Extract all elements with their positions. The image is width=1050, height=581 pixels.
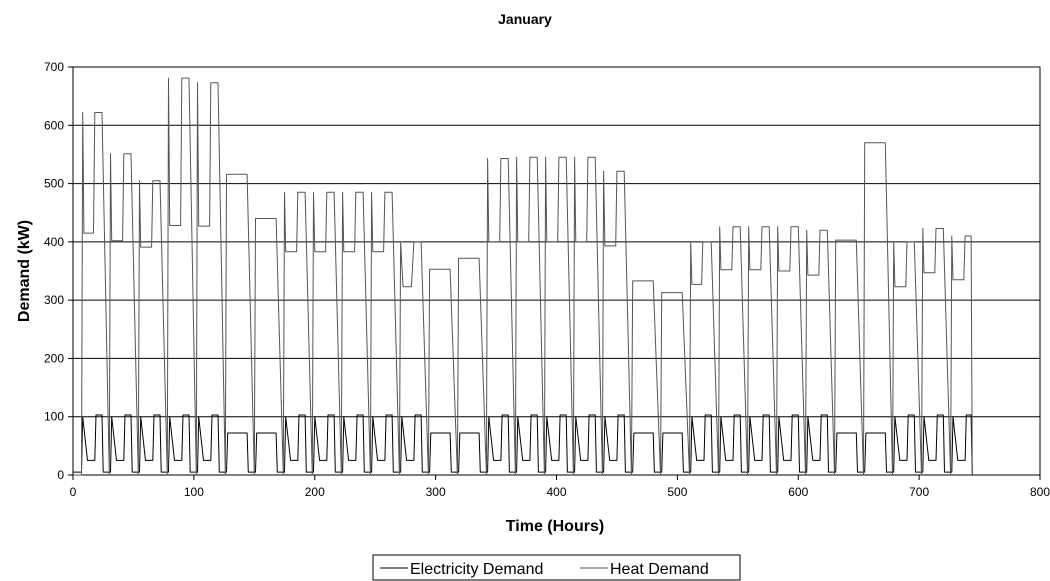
y-tick-label: 500 (44, 177, 64, 191)
y-tick-label: 700 (44, 60, 64, 74)
y-tick-label: 300 (44, 293, 64, 307)
heat-demand-line (73, 77, 973, 476)
x-tick-label: 700 (909, 485, 929, 499)
legend-label-electricity: Electricity Demand (410, 561, 543, 578)
x-tick-label: 500 (667, 485, 687, 499)
x-tick-label: 600 (788, 485, 808, 499)
x-tick-label: 400 (546, 485, 566, 499)
legend: Electricity Demand Heat Demand (372, 554, 741, 581)
y-tick-label: 0 (57, 468, 64, 482)
y-axis-ticks: 0 100 200 300 400 500 600 700 (44, 60, 73, 482)
gridlines (73, 124, 1040, 418)
series-lines (73, 77, 973, 476)
electricity-demand-line (73, 414, 973, 476)
x-tick-label: 0 (70, 485, 77, 499)
x-tick-label: 800 (1030, 485, 1050, 499)
legend-label-heat: Heat Demand (610, 561, 709, 578)
chart-title: January (498, 11, 552, 27)
x-tick-label: 300 (426, 485, 446, 499)
x-axis-label: Time (Hours) (506, 518, 604, 535)
y-tick-label: 100 (44, 410, 64, 424)
x-tick-label: 100 (184, 485, 204, 499)
y-tick-label: 200 (44, 351, 64, 365)
y-tick-label: 600 (44, 118, 64, 132)
y-tick-label: 400 (44, 235, 64, 249)
legend-box (372, 554, 741, 581)
x-axis-ticks: 0 100 200 300 400 500 600 700 800 (70, 475, 1050, 499)
x-tick-label: 200 (305, 485, 325, 499)
y-axis-label: Demand (kW) (16, 220, 33, 322)
